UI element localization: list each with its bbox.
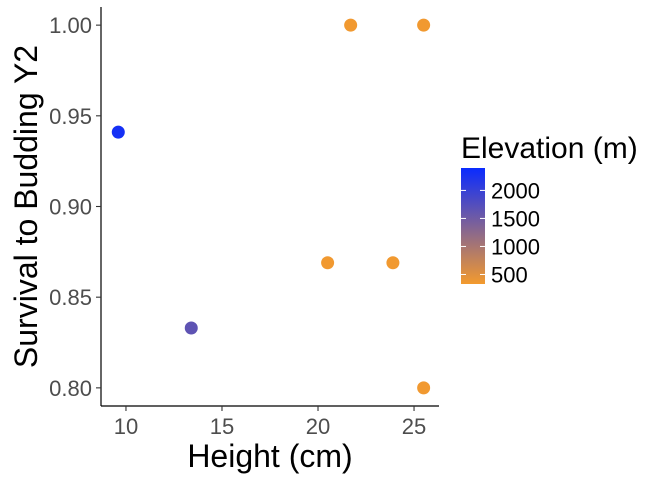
data-point	[417, 18, 431, 32]
legend-label: 2000	[491, 178, 540, 203]
x-axis-title: Height (cm)	[187, 438, 352, 474]
data-point	[386, 256, 400, 270]
x-tick-label: 20	[306, 414, 330, 439]
data-point	[344, 18, 358, 32]
data-point	[184, 321, 198, 335]
y-tick-label: 0.90	[49, 195, 92, 220]
x-tick-label: 25	[402, 414, 426, 439]
y-tick-label: 0.80	[49, 376, 92, 401]
plot-area	[111, 18, 431, 395]
y-tick-label: 0.85	[49, 285, 92, 310]
axes: 0.80 0.85 0.90 0.95 1.00 10 15 20 25 Height (cm) S…	[8, 7, 439, 474]
x-tick-label: 15	[210, 414, 234, 439]
legend-label: 500	[491, 262, 528, 287]
y-tick-label: 1.00	[49, 13, 92, 38]
data-point	[321, 256, 335, 270]
x-tick-label: 10	[114, 414, 138, 439]
legend-title: Elevation (m)	[461, 132, 638, 165]
data-point	[111, 125, 125, 139]
legend-label: 1500	[491, 206, 540, 231]
y-axis-title: Survival to Budding Y2	[8, 45, 44, 368]
data-point	[417, 381, 431, 395]
legend-colorbar	[461, 168, 485, 284]
y-tick-label: 0.95	[49, 104, 92, 129]
legend: Elevation (m) 500 1000 1500 2000	[461, 132, 638, 287]
legend-label: 1000	[491, 234, 540, 259]
